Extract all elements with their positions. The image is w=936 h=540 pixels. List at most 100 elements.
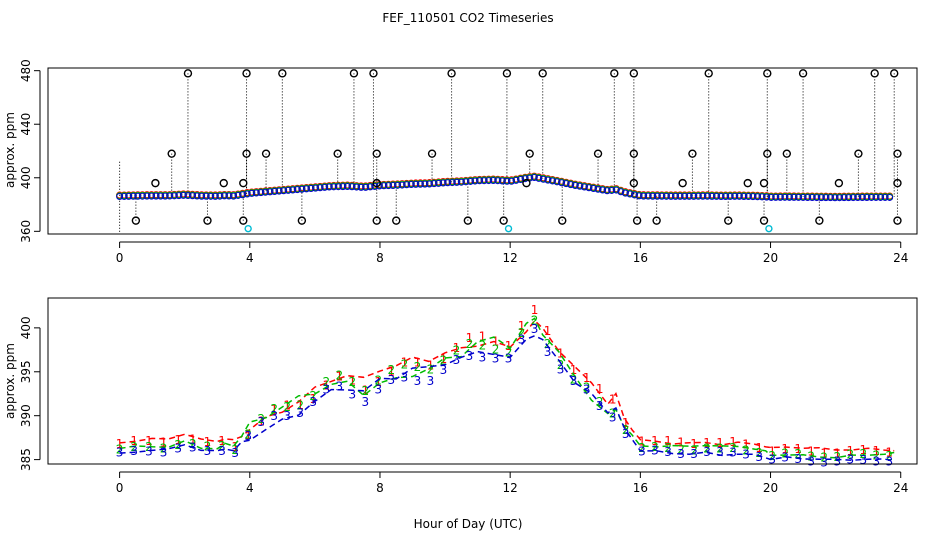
outlier-point — [763, 149, 772, 158]
series-3-marker: 3 — [664, 445, 672, 459]
series-3-marker: 3 — [638, 444, 646, 458]
series-3-marker: 3 — [872, 455, 880, 469]
series-2-marker: 2 — [638, 441, 646, 455]
outlier-point — [629, 178, 639, 188]
series-3-point — [161, 192, 169, 200]
outlier-point — [447, 69, 456, 78]
series-1-marker: 1 — [116, 437, 124, 451]
outlier-point — [499, 216, 508, 225]
series-3-point — [198, 192, 206, 200]
top-panel-x-tick-label: 0 — [116, 251, 124, 265]
series-3-point — [362, 183, 370, 191]
series-2-marker: 2 — [859, 447, 867, 461]
series-3-point — [257, 189, 265, 197]
series-3-marker: 3 — [257, 415, 265, 429]
series-3-point — [594, 185, 602, 193]
series-3-point — [817, 194, 825, 202]
series-3-point — [189, 192, 197, 200]
series-1-marker: 1 — [859, 443, 867, 457]
series-2-marker: 2 — [453, 343, 461, 357]
series-1-marker: 1 — [362, 383, 370, 397]
outlier-point — [629, 149, 639, 158]
series-3-point — [754, 193, 762, 201]
outlier-point — [765, 224, 773, 233]
series-1-marker: 1 — [145, 434, 153, 448]
series-3-point — [271, 188, 279, 196]
series-3-point — [143, 192, 151, 200]
series-3-point — [193, 192, 201, 200]
series-3-marker: 3 — [204, 444, 212, 458]
series-1-marker: 1 — [651, 434, 659, 448]
series-3-point — [772, 193, 780, 201]
series-1-marker: 1 — [466, 331, 474, 345]
series-3-point — [216, 192, 224, 200]
series-3-point — [321, 183, 329, 191]
series-3-point — [836, 194, 844, 202]
series-2-marker: 2 — [596, 395, 604, 409]
series-3-point — [507, 177, 515, 185]
series-3-marker: 3 — [596, 399, 604, 413]
series-3-point — [152, 192, 160, 200]
top-panel-x-tick-label: 8 — [376, 251, 384, 265]
series-3-point — [867, 193, 875, 201]
series-2-marker: 2 — [557, 358, 565, 372]
series-3-marker: 3 — [479, 351, 487, 365]
outlier-point — [704, 69, 713, 78]
series-3-point — [462, 178, 470, 186]
series-3-point — [134, 192, 142, 200]
top-panel-x-tick-label: 20 — [763, 251, 778, 265]
series-3-point — [280, 187, 288, 195]
outlier-point — [151, 178, 160, 188]
series-3-point — [225, 192, 233, 200]
series-3-marker: 3 — [231, 446, 239, 460]
series-2-marker: 2 — [130, 440, 138, 454]
series-3-point — [744, 193, 752, 201]
series-3-marker: 3 — [886, 455, 894, 469]
series-3-point — [608, 186, 616, 194]
series-3-point — [471, 177, 479, 185]
series-3-marker: 3 — [244, 429, 252, 443]
outlier-point — [890, 69, 899, 78]
series-1-marker: 1 — [479, 330, 487, 344]
series-3-marker: 3 — [388, 373, 396, 387]
outlier-point — [893, 216, 902, 225]
series-3-point — [353, 183, 361, 191]
series-2-marker: 2 — [768, 449, 776, 463]
outlier-point — [242, 69, 251, 78]
series-2-marker: 2 — [505, 346, 513, 360]
series-3-marker: 3 — [755, 450, 763, 464]
outlier-point — [652, 216, 661, 225]
series-3-point — [343, 182, 351, 190]
series-3-point — [863, 193, 871, 201]
series-2-marker: 2 — [189, 437, 197, 451]
series-2-marker: 2 — [231, 443, 239, 457]
series-3-marker: 3 — [703, 445, 711, 459]
series-1-marker: 1 — [557, 347, 565, 361]
series-1-marker: 1 — [375, 375, 383, 389]
series-3-point — [795, 193, 803, 201]
series-1-marker: 1 — [755, 441, 763, 455]
series-3-marker: 3 — [570, 374, 578, 388]
top-panel-frame — [47, 67, 918, 235]
series-2-marker: 2 — [544, 337, 552, 351]
series-1-marker: 1 — [768, 444, 776, 458]
series-3-point — [330, 183, 338, 191]
series-3-marker: 3 — [296, 406, 304, 420]
bottom-panel-x-tick-label: 12 — [503, 481, 518, 495]
series-3-marker: 3 — [820, 455, 828, 469]
series-2-marker: 2 — [427, 363, 435, 377]
series-3-point — [877, 193, 885, 201]
series-3-point — [384, 182, 392, 190]
series-3-point — [881, 193, 889, 201]
outlier-point — [688, 149, 697, 158]
series-3-point — [567, 181, 575, 189]
outlier-point — [392, 216, 401, 225]
series-3-marker: 3 — [622, 427, 630, 441]
outlier-point — [297, 216, 307, 225]
series-3-point — [444, 179, 452, 187]
series-3-marker: 3 — [322, 382, 330, 396]
series-2-marker: 2 — [886, 449, 894, 463]
series-3-marker: 3 — [583, 383, 591, 397]
series-2-marker: 2 — [218, 439, 226, 453]
